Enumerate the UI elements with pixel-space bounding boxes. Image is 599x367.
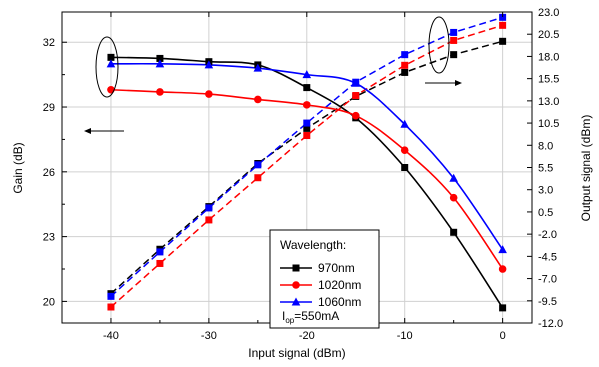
gain-line-1060nm xyxy=(110,62,504,251)
y-right-tick-label-5: 10.5 xyxy=(538,118,559,130)
output-point-1060nm-8 xyxy=(499,13,507,21)
output-point-1060nm-2 xyxy=(205,204,213,212)
legend-marker-970nm xyxy=(292,264,300,272)
output-point-1060nm-0 xyxy=(107,292,115,300)
output-point-1020nm-8 xyxy=(499,21,507,29)
gain-point-1060nm-2 xyxy=(204,60,214,69)
legend-label-1060nm: 1060nm xyxy=(318,295,361,309)
gain-point-1020nm-8 xyxy=(498,265,507,273)
gain-point-970nm-6 xyxy=(401,164,409,171)
gain-point-1060nm-0 xyxy=(106,59,116,68)
gain-point-970nm-7 xyxy=(450,228,458,236)
output-point-970nm-4 xyxy=(303,124,311,132)
legend-entries: 970nm 1020nm 1060nm xyxy=(280,261,361,309)
output-point-970nm-8 xyxy=(499,37,507,45)
gain-point-1020nm-4 xyxy=(302,101,311,109)
y-left-tick-label-4: 32 xyxy=(43,37,55,49)
gain-point-1060nm-8 xyxy=(498,245,507,254)
y-right-tick-label-4: 13.0 xyxy=(538,96,559,108)
y-right-axis-label: Output signal (dBm) xyxy=(579,115,593,222)
y-left-tick-label-0: 20 xyxy=(43,296,55,308)
x-tick-label-0: -40 xyxy=(103,330,119,342)
output-point-1020nm-2 xyxy=(205,216,213,224)
gain-point-1020nm-0 xyxy=(107,85,115,94)
gain-point-1060nm-3 xyxy=(253,63,263,72)
output-point-1060nm-4 xyxy=(303,119,311,127)
y-right-tick-label-6: 8.0 xyxy=(538,140,553,152)
y-right-tick-label-14: -12.0 xyxy=(538,318,563,330)
gain-point-1060nm-7 xyxy=(449,173,458,182)
legend-note: Iop=550mA xyxy=(282,309,339,325)
y-left-tick-label-1: 23 xyxy=(43,232,55,244)
output-point-1020nm-7 xyxy=(450,36,458,44)
y-left-tick-label-2: 26 xyxy=(43,167,55,179)
gain-point-1020nm-7 xyxy=(449,193,458,202)
axis-ticks xyxy=(61,11,532,324)
gain-point-1020nm-5 xyxy=(351,111,360,120)
gain-point-970nm-8 xyxy=(499,304,507,312)
axis-tick-labels: -40 -30 -20 -10 0 20 23 26 29 32 23.0 20.5 18.0 15.5 1… xyxy=(43,7,563,342)
gain-point-1020nm-6 xyxy=(400,146,409,155)
legend-title: Wavelength: xyxy=(280,238,346,252)
output-point-1060nm-6 xyxy=(401,51,409,59)
gain-point-1060nm-4 xyxy=(302,70,312,79)
output-point-1020nm-3 xyxy=(254,174,262,182)
output-group-ellipse xyxy=(428,16,450,74)
gain-point-1020nm-1 xyxy=(156,88,164,96)
series-markers xyxy=(106,13,507,312)
gain-point-970nm-4 xyxy=(303,84,311,92)
output-point-970nm-6 xyxy=(401,68,409,76)
x-tick-label-4: 0 xyxy=(500,330,506,342)
output-point-1020nm-1 xyxy=(156,259,164,267)
output-point-1020nm-6 xyxy=(401,61,409,69)
gain-point-970nm-1 xyxy=(156,54,164,62)
legend-note-value: =550mA xyxy=(294,309,339,323)
output-point-1020nm-5 xyxy=(352,92,360,100)
gain-axis-arrowhead xyxy=(84,128,91,134)
gain-point-1060nm-5 xyxy=(351,78,361,87)
y-right-tick-label-1: 20.5 xyxy=(538,29,559,41)
y-right-tick-label-2: 18.0 xyxy=(538,51,559,63)
gain-point-1020nm-3 xyxy=(254,95,262,104)
legend-marker-1060nm xyxy=(291,297,301,306)
output-point-1060nm-1 xyxy=(156,248,164,256)
legend-note-sub: op xyxy=(285,316,294,325)
gain-point-1020nm-2 xyxy=(205,90,213,98)
y-right-tick-label-11: -4.5 xyxy=(538,251,557,263)
annotations xyxy=(84,16,462,134)
output-point-1020nm-4 xyxy=(303,132,311,140)
legend-label-970nm: 970nm xyxy=(318,261,355,275)
y-right-tick-label-7: 5.5 xyxy=(538,163,553,175)
y-right-tick-label-9: 0.5 xyxy=(538,207,553,219)
y-right-tick-label-12: -7.0 xyxy=(538,274,557,286)
legend: Wavelength: 970nm 1020nm 1060nm Iop=550mA xyxy=(269,229,380,329)
output-point-1020nm-0 xyxy=(107,303,115,311)
y-right-tick-label-0: 23.0 xyxy=(538,7,559,19)
output-point-1060nm-3 xyxy=(254,161,262,169)
y-right-tick-label-3: 15.5 xyxy=(538,74,559,86)
legend-note-prefix: I xyxy=(282,309,285,323)
x-tick-label-2: -20 xyxy=(299,330,315,342)
output-axis-arrowhead xyxy=(455,80,462,86)
x-tick-label-1: -30 xyxy=(201,330,217,342)
y-right-tick-label-8: 3.0 xyxy=(538,185,553,197)
y-right-tick-label-13: -9.5 xyxy=(538,296,557,308)
y-right-tick-label-10: -2.0 xyxy=(538,229,557,241)
y-left-tick-label-3: 29 xyxy=(43,102,55,114)
gain-point-1060nm-1 xyxy=(155,59,165,68)
x-tick-label-3: -10 xyxy=(397,330,413,342)
legend-box xyxy=(269,229,380,329)
legend-label-1020nm: 1020nm xyxy=(318,278,361,292)
gain-line-970nm xyxy=(110,56,504,309)
output-point-970nm-7 xyxy=(450,51,458,59)
gain-point-1060nm-6 xyxy=(400,119,410,128)
y-left-axis-label: Gain (dB) xyxy=(11,142,25,193)
x-axis-label: Input signal (dBm) xyxy=(248,346,345,360)
gain-point-970nm-0 xyxy=(107,53,115,61)
legend-marker-1020nm xyxy=(292,281,300,289)
output-line-1060nm xyxy=(110,16,503,297)
gain-group-ellipse xyxy=(95,36,119,98)
output-point-1060nm-7 xyxy=(450,28,458,36)
